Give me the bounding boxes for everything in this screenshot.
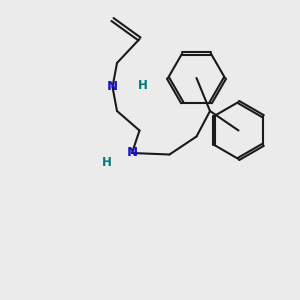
Text: N: N [126,146,138,160]
Text: N: N [107,80,118,94]
Text: H: H [102,155,111,169]
Text: H: H [138,79,147,92]
